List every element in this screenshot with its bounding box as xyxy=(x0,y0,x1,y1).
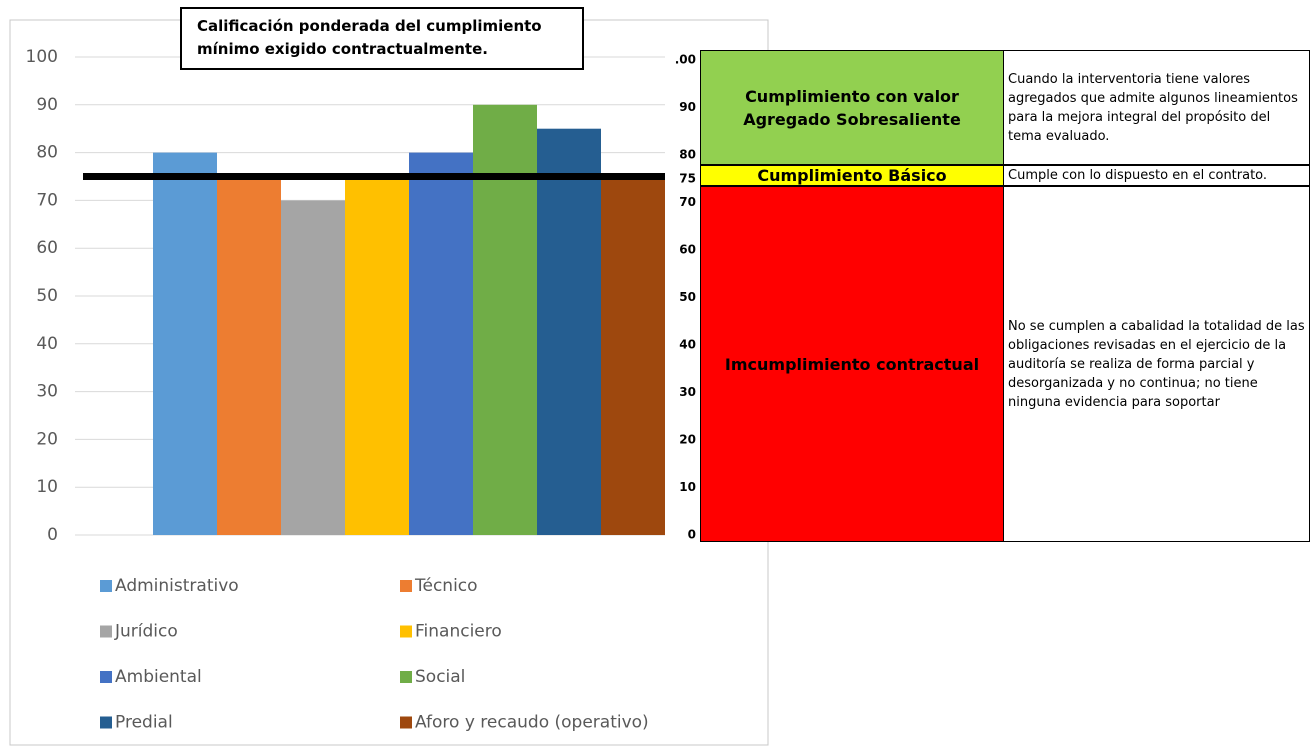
bar xyxy=(281,200,345,535)
scale-tick-label: 75 xyxy=(679,171,696,185)
legend-label: Técnico xyxy=(414,576,478,596)
y-tick-label: 100 xyxy=(26,47,58,67)
scale-row: Cumplimiento con valor Agregado Sobresal… xyxy=(700,50,1310,165)
scale-tick-label: 10 xyxy=(679,480,696,494)
legend-label: Ambiental xyxy=(115,667,202,687)
scale-tick-label: 40 xyxy=(679,338,696,352)
y-tick-label: 40 xyxy=(36,334,58,354)
scale-tick-label: 80 xyxy=(679,148,696,162)
level-description: Cuando la interventoria tiene valores ag… xyxy=(1004,51,1309,164)
scale-tick-label: 90 xyxy=(679,100,696,114)
legend-label: Financiero xyxy=(415,622,502,642)
scale-tick-label: 0 xyxy=(688,528,696,542)
legend-swatch xyxy=(400,716,412,729)
legend-label: Administrativo xyxy=(115,576,239,596)
y-tick-label: 80 xyxy=(36,143,58,163)
legend-swatch xyxy=(400,580,412,592)
legend-label: Predial xyxy=(115,713,173,733)
bar xyxy=(601,176,665,535)
legend-label: Jurídico xyxy=(114,622,178,642)
y-tick-label: 90 xyxy=(36,95,58,115)
y-tick-label: 70 xyxy=(36,190,58,210)
y-tick-label: 60 xyxy=(36,238,58,258)
y-tick-label: 20 xyxy=(36,429,58,449)
scale-tick-label: .00 xyxy=(675,53,696,67)
bar xyxy=(537,128,601,535)
scale-tick-label: 50 xyxy=(679,290,696,304)
level-label: Cumplimiento Básico xyxy=(701,166,1004,185)
y-tick-label: 10 xyxy=(36,477,58,497)
bar xyxy=(153,152,217,535)
bar xyxy=(409,152,473,535)
legend-swatch xyxy=(100,716,112,729)
level-description: Cumple con lo dispuesto en el contrato. xyxy=(1004,166,1309,185)
scale-tick-label: 60 xyxy=(679,243,696,257)
y-tick-label: 30 xyxy=(36,382,58,402)
legend-label: Aforo y recaudo (operativo) xyxy=(415,713,649,733)
chart-title: Calificación ponderada del cumplimiento … xyxy=(180,7,584,70)
level-label: Cumplimiento con valor Agregado Sobresal… xyxy=(701,51,1004,164)
bar xyxy=(473,104,537,536)
legend-swatch xyxy=(100,625,112,638)
level-description: No se cumplen a cabalidad la totalidad d… xyxy=(1004,187,1309,541)
scale-tick-label: 70 xyxy=(679,195,696,209)
scale-tick-label: 20 xyxy=(679,433,696,447)
scale-row: Imcumplimiento contractual No se cumplen … xyxy=(700,186,1310,542)
legend-swatch xyxy=(400,625,412,638)
legend-swatch xyxy=(100,671,112,683)
scale-tick-label: 30 xyxy=(679,385,696,399)
bar xyxy=(217,176,281,535)
y-tick-label: 0 xyxy=(47,525,58,545)
legend-swatch xyxy=(100,580,112,592)
y-tick-label: 50 xyxy=(36,286,58,306)
bar xyxy=(345,176,409,535)
level-label: Imcumplimiento contractual xyxy=(701,187,1004,541)
legend-label: Social xyxy=(415,667,465,687)
scale-row: Cumplimiento Básico Cumple con lo dispues… xyxy=(700,165,1310,186)
legend-swatch xyxy=(400,671,412,683)
